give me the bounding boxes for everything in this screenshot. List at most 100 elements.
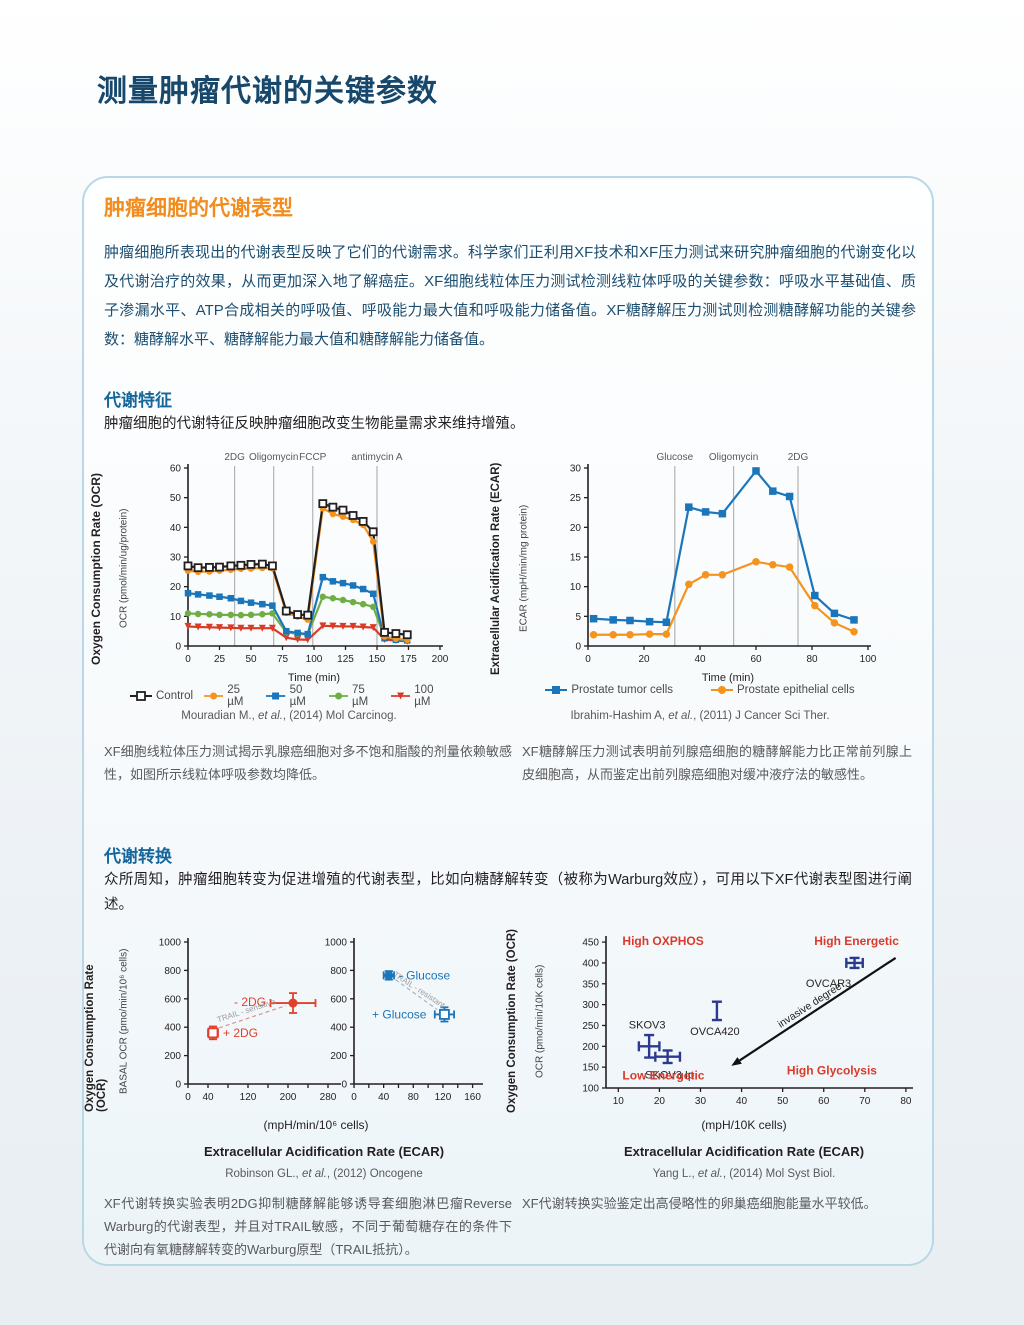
svg-text:400: 400 (582, 958, 599, 969)
svg-text:50: 50 (777, 1096, 789, 1107)
svg-text:600: 600 (330, 994, 347, 1005)
legend-item: Prostate epithelial cells (711, 684, 855, 696)
metabolic-switch-body: 众所周知，肿瘤细胞转变为促进增殖的代谢表型，比如向糖酵解转变（被称为Warbur… (104, 872, 912, 913)
svg-text:400: 400 (164, 1023, 181, 1034)
svg-text:OVCA420: OVCA420 (690, 1026, 740, 1038)
svg-text:2DG: 2DG (788, 452, 809, 463)
citation: Robinson GL., et al., (2012) Oncogene (225, 1168, 423, 1180)
citation: Yang L., et al., (2014) Mol Syst Biol. (652, 1168, 836, 1180)
svg-text:50: 50 (245, 654, 257, 665)
trail-sensitive-chart: Oxygen Consumption Rate (OCR) BASAL OCR … (84, 930, 348, 1112)
x-axis-title: Extracellular Acidification Rate (ECAR) (623, 1144, 865, 1159)
legend-item: 50 µM (266, 684, 317, 708)
energy-phenogram-plot: 10 20 30 40 50 60 70 80 100 150 200 250 300 350 400 450… (568, 926, 918, 1116)
svg-text:15: 15 (570, 553, 582, 564)
citation: Mouradian M., et al., (2014) Mol Carcino… (181, 710, 397, 722)
legend-label: Prostate epithelial cells (737, 684, 855, 696)
svg-text:30: 30 (170, 553, 182, 564)
y-axis-units: OCR (pmo/min/10K cells) (534, 964, 546, 1078)
svg-text:Time (min): Time (min) (702, 672, 754, 684)
svg-text:150: 150 (369, 654, 386, 665)
svg-text:400: 400 (330, 1023, 347, 1034)
svg-text:100: 100 (582, 1084, 599, 1095)
svg-text:SKOV3: SKOV3 (629, 1019, 666, 1031)
legend-item: 75 µM (328, 684, 380, 708)
svg-text:20: 20 (570, 523, 582, 534)
svg-text:High Energetic: High Energetic (814, 934, 899, 948)
svg-text:High OXPHOS: High OXPHOS (622, 934, 703, 948)
ecar-chart-description: XF糖酵解压力测试表明前列腺癌细胞的糖酵解能力比正常前列腺上皮细胞高，从而鉴定出… (522, 744, 912, 782)
svg-text:40: 40 (202, 1092, 214, 1103)
svg-text:50: 50 (170, 493, 182, 504)
ecar-chart-legend: Prostate tumor cells Prostate epithelial … (496, 684, 870, 696)
svg-text:0: 0 (575, 642, 581, 653)
svg-text:600: 600 (164, 994, 181, 1005)
svg-text:0: 0 (341, 1080, 347, 1091)
ocr-chart-legend: Control 25 µM 50 µM 75 µM 100 µM (96, 684, 448, 708)
legend-label: Control (156, 690, 194, 702)
legend-label: 75 µM (351, 684, 369, 708)
svg-text:25: 25 (570, 493, 582, 504)
svg-text:+ 2DG: + 2DG (223, 1026, 258, 1040)
svg-text:450: 450 (582, 938, 599, 949)
citation: Ibrahim-Hashim A, et al., (2011) J Cance… (570, 710, 830, 722)
svg-text:0: 0 (175, 1080, 181, 1091)
legend-item: 25 µM (204, 684, 255, 708)
svg-text:5: 5 (575, 612, 581, 623)
svg-text:SKOV3 Ip: SKOV3 Ip (645, 1070, 694, 1082)
svg-text:800: 800 (164, 966, 181, 977)
svg-text:Oligomycin: Oligomycin (709, 452, 758, 463)
svg-text:- Glucose: - Glucose (399, 968, 451, 982)
svg-text:200: 200 (432, 654, 449, 665)
svg-text:300: 300 (582, 1000, 599, 1011)
ecar-glyco-stress-chart: Extracellular Acidification Rate (ECAR) … (490, 446, 882, 691)
svg-text:1000: 1000 (325, 938, 348, 949)
y-axis-units: BASAL OCR (pmo/min/10⁶ cells) (118, 948, 130, 1094)
ecar-glyco-plot: Glucose Oligomycin 2DG 0 20 40 60 80 100 0 5 10 15 20… (552, 446, 882, 691)
svg-text:250: 250 (582, 1021, 599, 1032)
svg-text:0: 0 (351, 1092, 357, 1103)
svg-text:200: 200 (582, 1042, 599, 1053)
svg-text:1000: 1000 (159, 938, 182, 949)
svg-text:10: 10 (170, 612, 182, 623)
svg-text:280: 280 (320, 1092, 337, 1103)
svg-text:25: 25 (214, 654, 226, 665)
ocr-chart-description: XF细胞线粒体压力测试揭示乳腺癌细胞对多不饱和脂酸的剂量依赖敏感性，如图所示线粒… (104, 744, 512, 782)
legend-item: 100 µM (391, 684, 448, 708)
svg-text:2DG: 2DG (224, 452, 245, 463)
trail-resistant-plot: 0 40 80 120 160 0 200 400 600 800 1000 - Glucose + G… (322, 930, 490, 1112)
svg-text:Time (min): Time (min) (288, 672, 340, 684)
metabolic-switch-heading: 代谢转换 (104, 847, 172, 866)
svg-text:150: 150 (582, 1063, 599, 1074)
x-axis-units: (mpH/10K cells) (701, 1118, 787, 1132)
content-card: 肿瘤细胞的代谢表型 肿瘤细胞所表现出的代谢表型反映了它们的代谢需求。科学家们正利… (82, 176, 934, 1266)
svg-text:0: 0 (185, 654, 191, 665)
metabolic-signature-body: 肿瘤细胞的代谢特征反映肿瘤细胞改变生物能量需求来维持增殖。 (104, 416, 525, 432)
svg-text:Oligomycin: Oligomycin (249, 452, 298, 463)
svg-text:60: 60 (818, 1096, 830, 1107)
section-heading: 肿瘤细胞的代谢表型 (104, 197, 293, 220)
shared-x-axis-units: (mpH/min/10⁶ cells) (263, 1118, 369, 1132)
svg-text:120: 120 (435, 1092, 452, 1103)
legend-label: 25 µM (227, 684, 244, 708)
svg-text:0: 0 (185, 1092, 191, 1103)
legend-label: Prostate tumor cells (571, 684, 673, 696)
svg-text:40: 40 (694, 654, 706, 665)
legend-item: Control (130, 690, 193, 702)
svg-text:antimycin A: antimycin A (351, 452, 402, 463)
svg-text:- 2DG: - 2DG (234, 995, 266, 1009)
svg-text:350: 350 (582, 979, 599, 990)
svg-text:40: 40 (736, 1096, 748, 1107)
legend-label: 50 µM (289, 684, 306, 708)
trail-chart-description: XF代谢转换实验表明2DG抑制糖酵解能够诱导套细胞淋巴瘤Reverse Warb… (104, 1196, 512, 1257)
svg-text:200: 200 (280, 1092, 297, 1103)
svg-text:100: 100 (860, 654, 877, 665)
trail-resistant-chart: 0 40 80 120 160 0 200 400 600 800 1000 - Glucose + G… (322, 930, 490, 1112)
metabolic-signature-heading: 代谢特征 (104, 391, 172, 410)
x-axis-title: Extracellular Acidification Rate (ECAR) (203, 1144, 445, 1159)
legend-label: 100 µM (414, 684, 434, 708)
svg-text:30: 30 (570, 464, 582, 475)
svg-text:High Glycolysis: High Glycolysis (787, 1064, 877, 1078)
svg-text:+ Glucose: + Glucose (372, 1007, 427, 1021)
